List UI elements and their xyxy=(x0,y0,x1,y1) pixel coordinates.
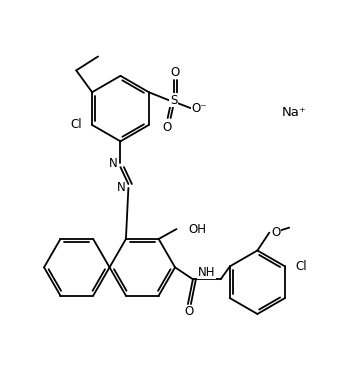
Text: O⁻: O⁻ xyxy=(192,101,207,115)
Text: Cl: Cl xyxy=(295,260,307,273)
Text: OH: OH xyxy=(188,223,206,235)
Text: N: N xyxy=(117,181,126,195)
Text: Cl: Cl xyxy=(71,119,82,131)
Text: O: O xyxy=(184,306,194,319)
Text: O: O xyxy=(272,226,281,239)
Text: Na⁺: Na⁺ xyxy=(282,106,306,119)
Text: N: N xyxy=(109,157,118,170)
Text: NH: NH xyxy=(198,266,216,279)
Text: S: S xyxy=(170,94,177,107)
Text: O: O xyxy=(171,66,180,79)
Text: O: O xyxy=(162,122,171,134)
